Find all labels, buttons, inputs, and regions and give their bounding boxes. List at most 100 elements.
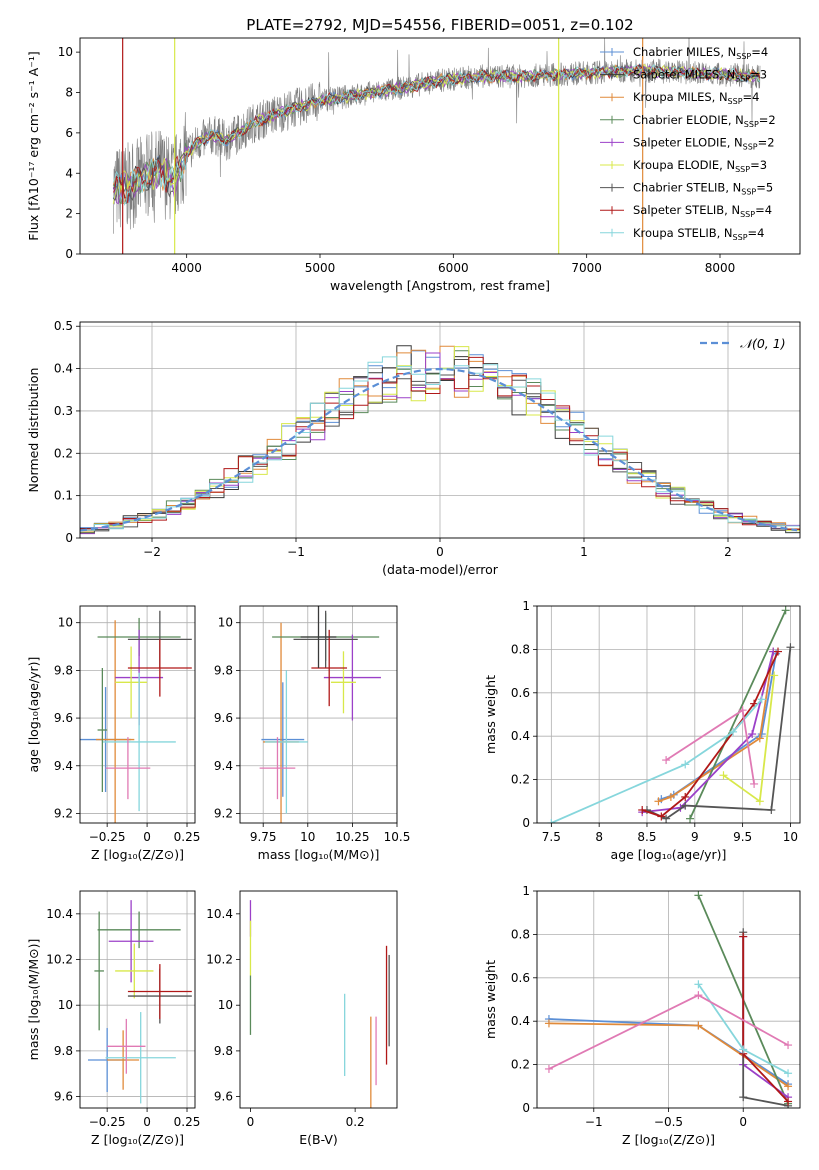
y-tick-label: 1 xyxy=(522,599,530,613)
data-point xyxy=(115,943,154,999)
y-axis-label: age [log₁₀(age/yr)] xyxy=(26,657,41,773)
y-tick-label: 0.1 xyxy=(54,489,73,503)
x-tick-label: 7.5 xyxy=(542,830,561,844)
y-tick-label: 9.8 xyxy=(214,663,233,677)
legend-label: Salpeter ELODIE, NSSP=2 xyxy=(633,135,775,151)
x-tick-label: 0 xyxy=(436,545,444,559)
y-tick-label: 0 xyxy=(522,1101,530,1115)
plot-area xyxy=(240,606,397,823)
series xyxy=(662,706,759,788)
axes-frame xyxy=(79,321,801,539)
y-tick-label: 6 xyxy=(65,126,73,140)
x-axis-label: E(B-V) xyxy=(299,1132,338,1147)
series-line xyxy=(641,651,779,818)
x-tick-label: 9.75 xyxy=(250,830,277,844)
x-tick-label: 1 xyxy=(580,545,588,559)
x-axis-label: Z [log₁₀(Z/Z⊙)] xyxy=(91,1132,184,1147)
y-tick-label: 0.8 xyxy=(511,927,530,941)
y-tick-label: 10 xyxy=(218,616,233,630)
y-tick-label: 0.5 xyxy=(54,319,73,333)
y-tick-label: 9.8 xyxy=(54,663,73,677)
data-point xyxy=(264,670,308,814)
y-tick-label: 9.4 xyxy=(54,759,73,773)
series-line xyxy=(642,651,775,813)
y-tick-label: 10.4 xyxy=(206,907,233,921)
legend-subscript: SSP xyxy=(733,233,748,242)
axes-frame xyxy=(239,890,398,1109)
legend-suffix: =5 xyxy=(756,181,773,195)
y-tick-label: 0.4 xyxy=(511,1014,530,1028)
series xyxy=(547,695,766,823)
plot-area xyxy=(80,322,800,538)
y-tick-label: 10 xyxy=(58,616,73,630)
x-tick-label: 6000 xyxy=(438,261,469,275)
y-tick-label: 0 xyxy=(522,816,530,830)
series xyxy=(694,980,793,1078)
y-tick-label: 1 xyxy=(522,884,530,898)
plot-mw_vs_z: −1 −0.5 0 0 0.2 0.4 0.6 0.8 1 Z [log₁₀(Z/Z⊙)] mass… xyxy=(483,884,801,1147)
data-point xyxy=(300,606,337,668)
y-tick-label: 4 xyxy=(65,166,73,180)
legend-label: Kroupa ELODIE, NSSP=3 xyxy=(633,158,767,174)
legend-label: Salpeter MILES, NSSP=3 xyxy=(633,68,767,84)
series xyxy=(739,932,793,1106)
plot-mass_vs_z: −0.25 0 0.25 9.6 9.8 10 10.2 10.4 Z [log₁₀(Z/Z⊙)… xyxy=(26,890,201,1147)
plot-mass_vs_ebv: 0 0.2 9.6 9.8 10 10.2 10.4 E(B-V) xyxy=(206,890,398,1147)
model-spectrum xyxy=(112,64,761,206)
x-tick-label: 0.25 xyxy=(174,830,201,844)
x-tick-label: −0.25 xyxy=(89,830,126,844)
x-tick-label: −0.25 xyxy=(89,1115,126,1129)
data-point xyxy=(94,911,104,1031)
legend-label: Chabrier MILES, NSSP=4 xyxy=(633,45,768,61)
data-point xyxy=(127,639,192,697)
y-tick-label: 9.6 xyxy=(54,711,73,725)
y-axis-label: Flux [fλ10⁻¹⁷ erg cm⁻² s⁻¹ A⁻¹] xyxy=(26,51,41,240)
y-tick-label: 10.2 xyxy=(206,953,233,967)
x-tick-label: 8 xyxy=(595,830,603,844)
y-tick-label: 9.8 xyxy=(214,1044,233,1058)
legend-suffix: =2 xyxy=(758,135,775,149)
legend-suffix: =3 xyxy=(750,158,767,172)
x-axis-label: mass [log₁₀(M/M⊙)] xyxy=(258,847,380,862)
legend-suffix: =3 xyxy=(750,68,767,82)
residual-histogram xyxy=(80,356,800,531)
data-point xyxy=(97,668,108,792)
x-tick-label: 10.25 xyxy=(335,830,369,844)
plot-area xyxy=(249,900,390,1108)
legend-subscript: SSP xyxy=(735,165,750,174)
y-tick-label: 9.6 xyxy=(214,1090,233,1104)
x-tick-label: −0.5 xyxy=(654,1115,683,1129)
y-tick-label: 8 xyxy=(65,86,73,100)
y-tick-label: 2 xyxy=(65,207,73,221)
legend-suffix: =2 xyxy=(759,113,776,127)
data-point xyxy=(330,651,356,714)
x-axis-label: Z [log₁₀(Z/Z⊙)] xyxy=(91,847,184,862)
legend-suffix: =4 xyxy=(743,90,760,104)
data-point xyxy=(102,672,176,812)
x-axis-label: wavelength [Angstrom, rest frame] xyxy=(330,278,550,293)
legend-subscript: SSP xyxy=(744,120,759,129)
legend-subscript: SSP xyxy=(736,52,751,61)
plot-spectrum: 4000 5000 6000 7000 8000 0 2 4 6 8 10 wavelength [A… xyxy=(26,37,801,293)
y-tick-label: 0.2 xyxy=(511,1058,530,1072)
legend-label: Salpeter STELIB, NSSP=4 xyxy=(633,203,772,219)
x-tick-label: 0.25 xyxy=(174,1115,201,1129)
legend-label: Kroupa STELIB, NSSP=4 xyxy=(633,226,764,242)
spectrum-legend: Chabrier MILES, NSSP=4 Salpeter MILES, NS… xyxy=(600,45,776,242)
plot-residuals: −2 −1 0 1 2 0 0.1 0.2 0.3 0.4 0.5 (data-model)/erro… xyxy=(26,319,801,577)
x-tick-label: 2 xyxy=(724,545,732,559)
plot-area xyxy=(112,38,761,254)
plot-mw_vs_age: 7.5 8 8.5 9 9.5 10 0 0.2 0.4 0.6 0.8 1 age [log₁₀(ag… xyxy=(483,599,801,862)
y-tick-label: 10.4 xyxy=(46,907,73,921)
data-point xyxy=(115,646,148,719)
series-line xyxy=(550,698,763,823)
y-tick-label: 0.2 xyxy=(511,773,530,787)
y-tick-label: 9.2 xyxy=(214,806,233,820)
x-tick-label: 10 xyxy=(783,830,798,844)
y-tick-label: 9.2 xyxy=(54,806,73,820)
y-tick-label: 10 xyxy=(58,45,73,59)
axes-frame xyxy=(79,605,196,824)
data-point xyxy=(323,634,381,721)
y-tick-label: 0.6 xyxy=(511,971,530,985)
